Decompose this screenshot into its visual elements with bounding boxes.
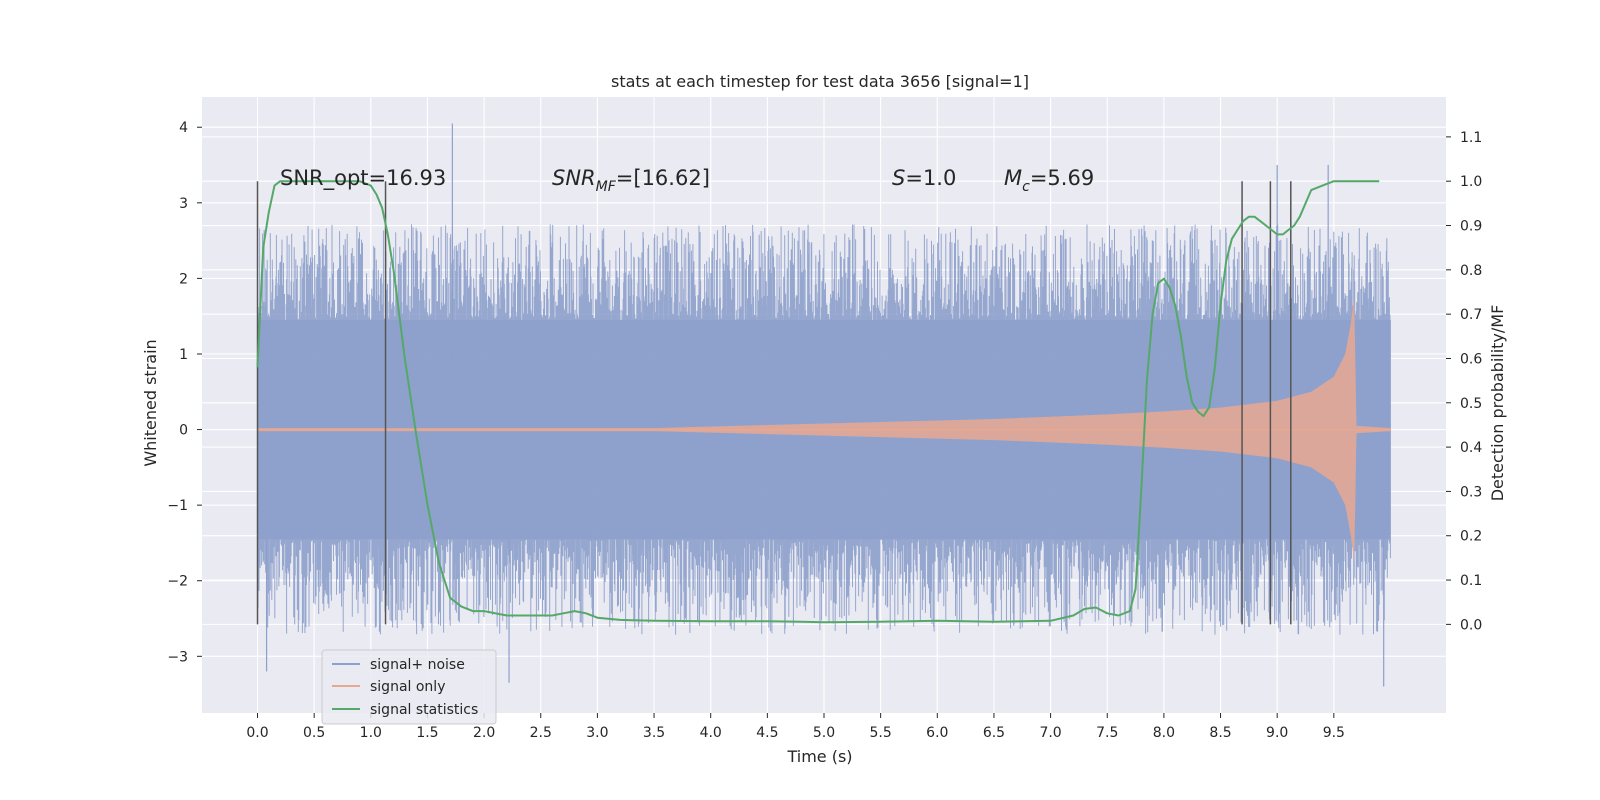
x-tick-label: 8.0 [1153,725,1175,741]
y-tick-label: −1 [167,498,188,514]
x-tick-label: 6.0 [926,725,948,741]
s-annotation: S=1.0 [892,166,956,190]
y2-tick-label: 0.6 [1460,351,1482,367]
x-tick-label: 0.0 [246,725,268,741]
y-tick-label: 1 [179,347,188,363]
x-tick-label: 1.5 [416,725,438,741]
y2-tick-label: 0.5 [1460,396,1482,412]
y2-tick-label: 1.1 [1460,130,1482,146]
y2-tick-label: 0.9 [1460,219,1482,235]
x-tick-label: 3.5 [643,725,665,741]
y-tick-label: −3 [167,649,188,665]
x-tick-label: 2.0 [473,725,495,741]
y-tick-label: 3 [179,196,188,212]
y-axis-ticks: −3 −2 −1 0 1 2 3 4 [167,120,202,665]
x-tick-label: 5.5 [870,725,892,741]
y-tick-label: 2 [179,271,188,287]
mc-annotation: Mc=5.69 [1004,166,1094,195]
y2-tick-label: 0.2 [1460,529,1482,545]
s-symbol: S [892,166,905,190]
y2-tick-label: 0.0 [1460,617,1482,633]
y2-tick-label: 1.0 [1460,174,1482,190]
x-tick-label: 0.5 [303,725,325,741]
x-tick-label: 7.5 [1096,725,1118,741]
snr-mf-subscript: MF [596,179,617,195]
x-tick-label: 4.5 [756,725,778,741]
x-tick-label: 9.0 [1266,725,1288,741]
x-axis-ticks: 0.0 0.5 1.0 1.5 2.0 2.5 3.0 3.5 4.0 4.5 5.0 5.5 6.0 6… [246,713,1345,741]
snr-mf-symbol: SNR [552,166,596,190]
x-tick-label: 8.5 [1209,725,1231,741]
y-tick-label: 4 [179,120,188,136]
vertical-markers [256,181,1292,625]
y2-tick-label: 0.3 [1460,484,1482,500]
y-tick-label: 0 [179,423,188,439]
y-axis-label: Whitened strain [141,339,160,466]
legend-label-signal-statistics: signal statistics [370,702,478,718]
snr-opt-annotation: SNR_opt=16.93 [280,166,446,191]
y2-tick-label: 0.4 [1460,440,1482,456]
x-tick-label: 2.5 [530,725,552,741]
signal-statistics-series [256,180,1380,624]
y2-tick-label: 0.8 [1460,263,1482,279]
x-tick-label: 9.5 [1323,725,1345,741]
mc-symbol: M [1004,166,1022,190]
statistics-line [256,180,1380,624]
snr-mf-annotation: SNRMF=[16.62] [552,166,710,195]
x-tick-label: 4.0 [700,725,722,741]
legend-label-signal-noise: signal+ noise [370,657,465,673]
snr-mf-value: =[16.62] [616,166,710,190]
s-value: =1.0 [905,166,956,190]
legend: signal+ noise signal only signal statist… [321,649,497,725]
y2-axis-ticks: 0.0 0.1 0.2 0.3 0.4 0.5 0.6 0.7 0.8 0.9 1.0 1.1 [1446,130,1482,633]
x-tick-label: 6.5 [983,725,1005,741]
legend-label-signal-only: signal only [370,679,445,695]
y2-tick-label: 0.7 [1460,307,1482,323]
x-axis-label: Time (s) [786,747,852,766]
chart-title: stats at each timestep for test data 365… [611,72,1029,91]
signal-only-series [257,297,1391,562]
mc-value: =5.69 [1030,166,1094,190]
x-tick-label: 3.0 [586,725,608,741]
mc-subscript: c [1022,179,1030,195]
y2-axis-label: Detection probability/MF [1488,305,1507,502]
x-tick-label: 7.0 [1039,725,1061,741]
legend-box [321,649,497,725]
y-tick-label: −2 [167,574,188,590]
y2-tick-label: 0.1 [1460,573,1482,589]
x-tick-label: 5.0 [813,725,835,741]
x-tick-label: 1.0 [360,725,382,741]
